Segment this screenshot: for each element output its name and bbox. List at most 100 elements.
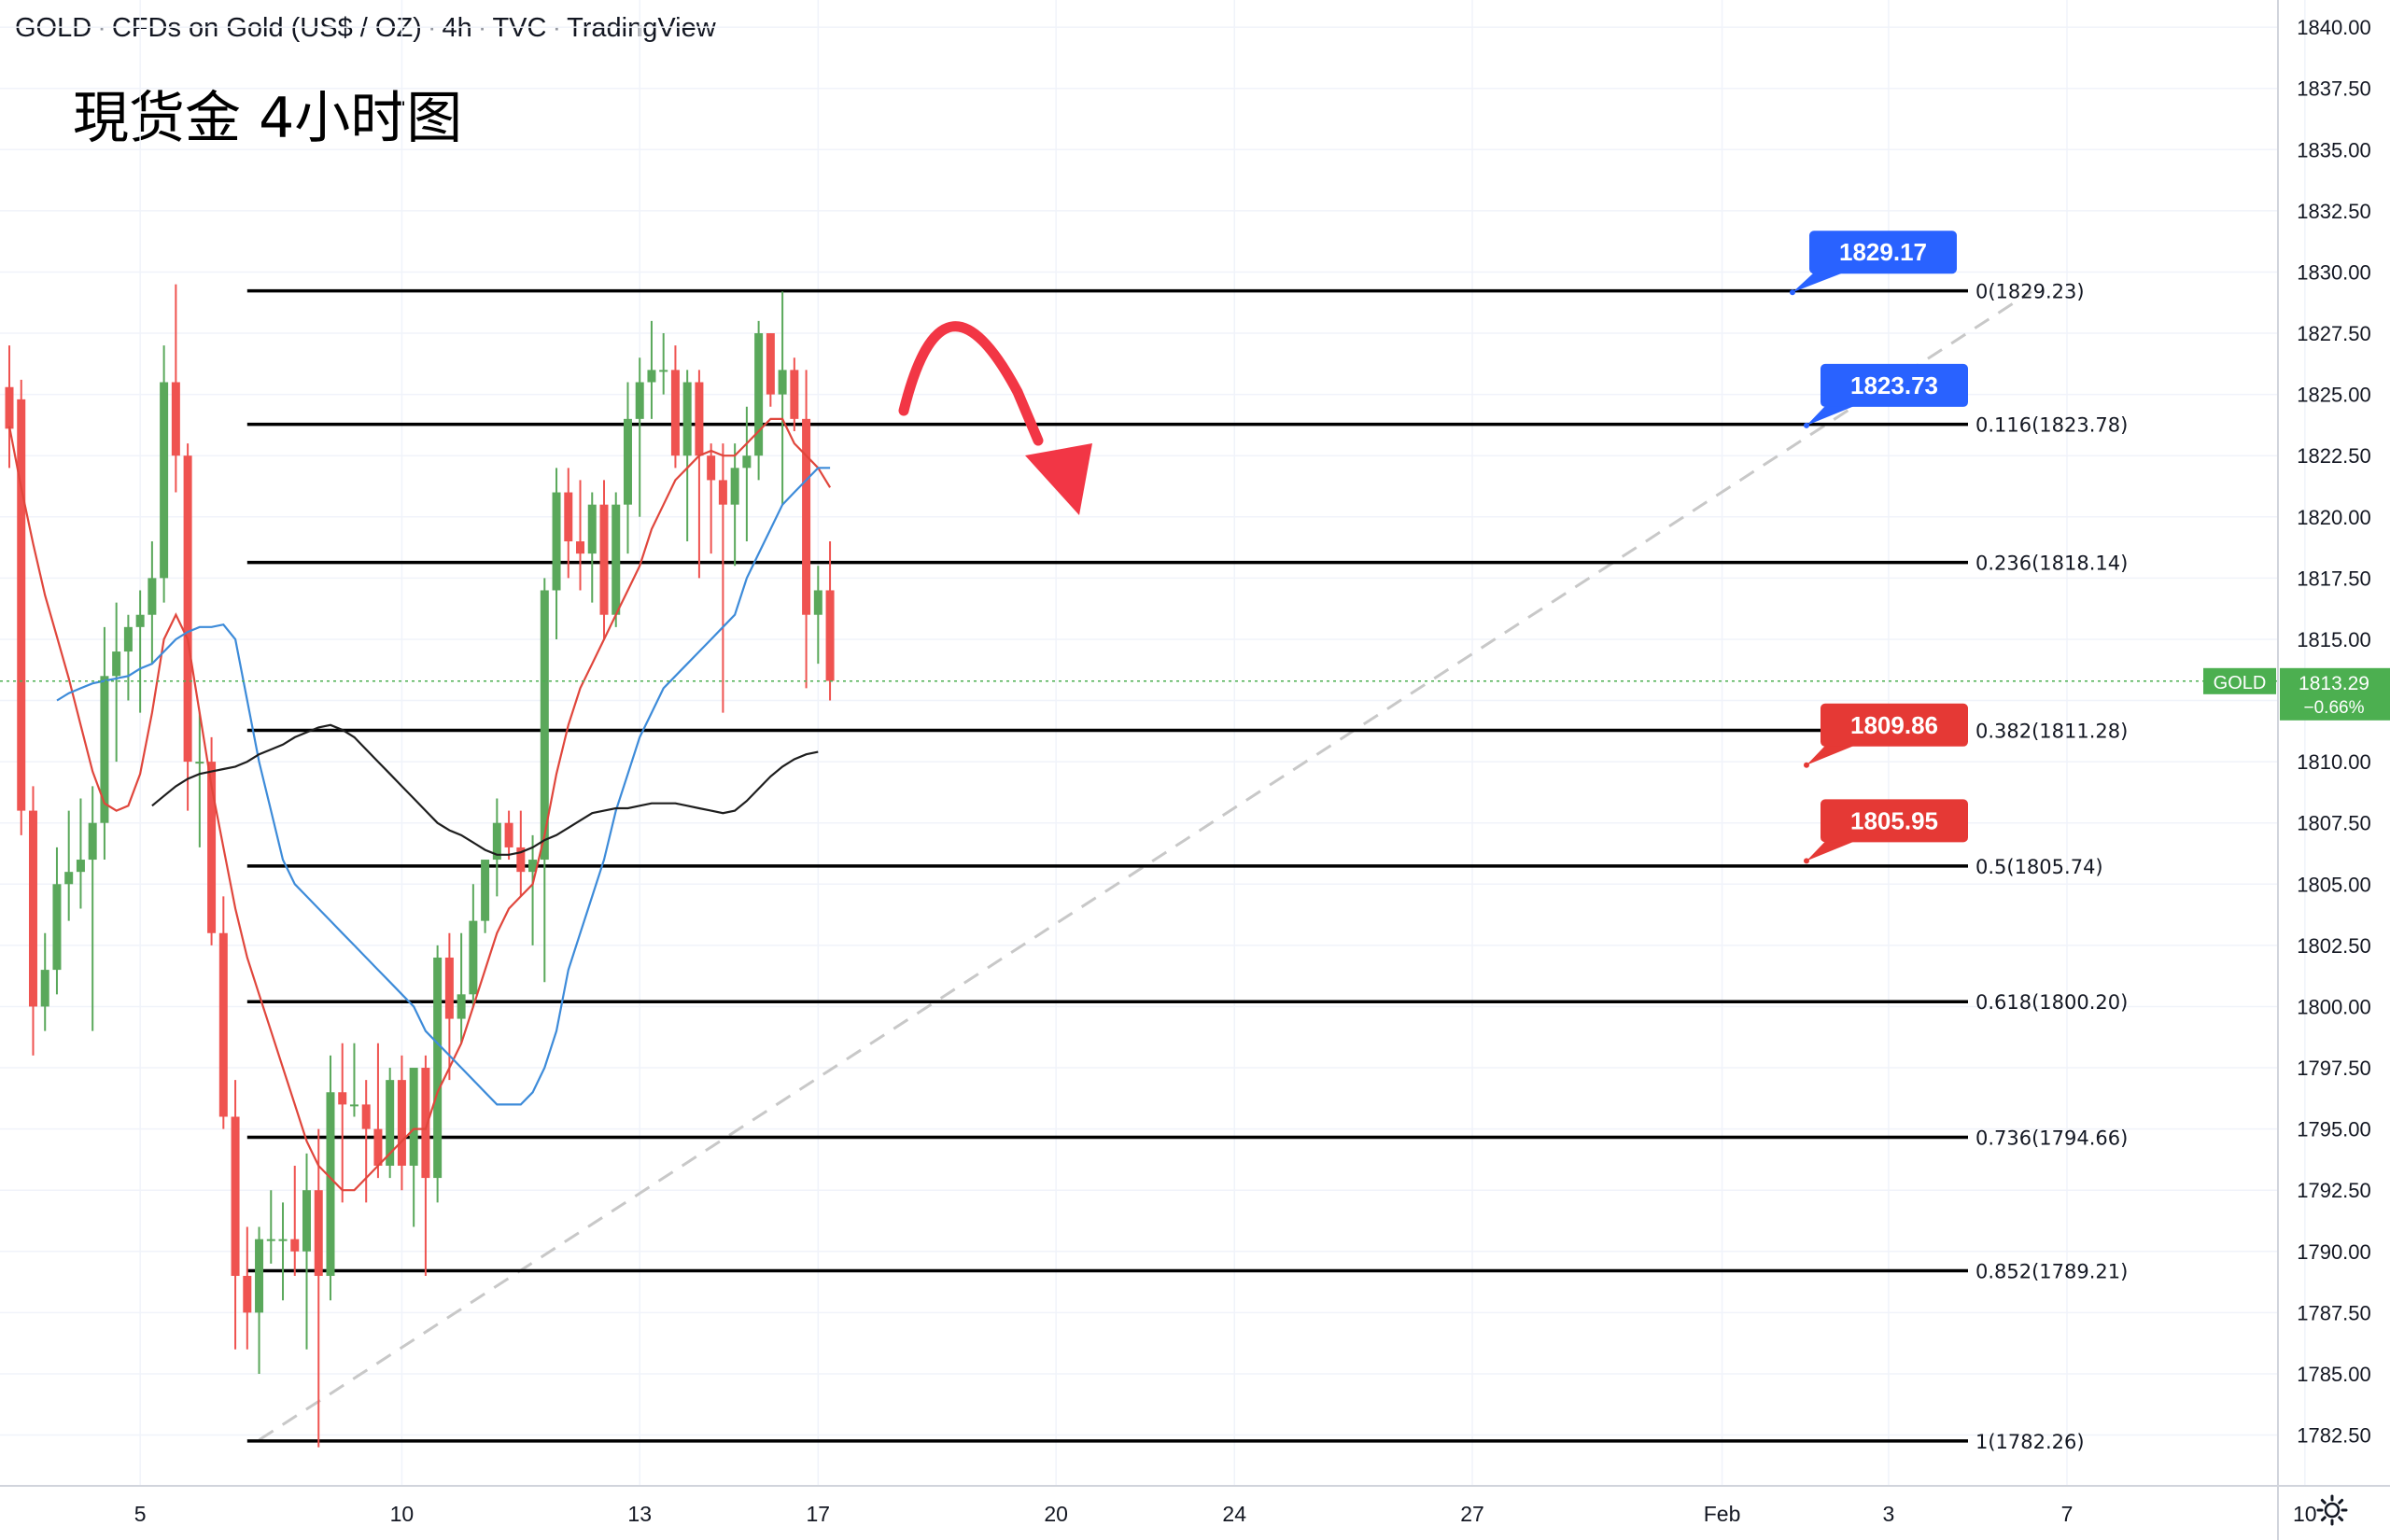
- x-tick-label: 3: [1883, 1502, 1895, 1526]
- y-tick-label: 1800.00: [2297, 995, 2371, 1018]
- fib-level-label: 0(1829.23): [1975, 281, 2085, 303]
- candle-body: [790, 370, 799, 419]
- symbol-badge: [2203, 667, 2276, 694]
- candle-body: [290, 1239, 300, 1252]
- candle-body: [670, 370, 680, 456]
- y-tick-label: 1810.00: [2297, 750, 2371, 774]
- candle-body: [361, 1104, 371, 1129]
- y-tick-label: 1832.50: [2297, 200, 2371, 223]
- callout-price-text: 1823.73: [1850, 371, 1938, 399]
- candle-body: [623, 418, 632, 505]
- price-label-callouts: 1829.17 1823.73 1809.86 1805.95: [1790, 231, 1968, 864]
- candle-body: [123, 626, 133, 652]
- y-tick-label: 1790.00: [2297, 1240, 2371, 1264]
- arrow-head: [1025, 443, 1092, 515]
- candle-body: [112, 651, 121, 677]
- fib-level-label: 0.5(1805.74): [1975, 856, 2103, 878]
- candle-body: [444, 957, 454, 1019]
- candle-body: [266, 1239, 275, 1241]
- x-tick-label: 5: [134, 1502, 147, 1526]
- y-tick-label: 1807.50: [2297, 812, 2371, 835]
- candle-body: [516, 847, 526, 873]
- candle-body: [160, 382, 169, 579]
- symbol-badge-text: GOLD: [2214, 673, 2267, 693]
- candle-body: [171, 382, 180, 456]
- candle-body: [813, 590, 822, 615]
- y-tick-label: 1817.50: [2297, 567, 2371, 590]
- y-tick-label: 1805.00: [2297, 873, 2371, 896]
- price-change-text: −0.66%: [2304, 698, 2365, 718]
- moving-averages: [7, 417, 832, 1192]
- y-tick-label: 1840.00: [2297, 16, 2371, 39]
- callout-box: [1809, 231, 1957, 274]
- time-axis: 5101317202427Feb371014: [0, 1485, 2390, 1526]
- candle-body: [754, 333, 764, 456]
- x-tick-label: 27: [1460, 1502, 1484, 1526]
- interval[interactable]: 4h: [442, 13, 472, 43]
- y-tick-label: 1792.50: [2297, 1179, 2371, 1202]
- candle-body: [373, 1128, 383, 1166]
- candle-body: [17, 399, 26, 811]
- x-tick-label: Feb: [1704, 1502, 1741, 1526]
- settings-gear-icon[interactable]: [2315, 1493, 2349, 1527]
- candle-body: [707, 455, 716, 481]
- candle-body: [433, 957, 443, 1179]
- dashed-trend-line: [258, 290, 2032, 1442]
- header-separator: ·: [427, 13, 437, 43]
- candle-body: [100, 676, 109, 823]
- candle-body: [76, 860, 85, 873]
- candle-body: [766, 333, 775, 395]
- fib-level-label: 0.852(1789.21): [1975, 1261, 2128, 1283]
- candle-body: [183, 455, 192, 763]
- candle-body: [635, 382, 644, 419]
- candle-body: [695, 382, 704, 456]
- x-tick-label: 7: [2061, 1502, 2074, 1526]
- callout-box: [1821, 363, 1968, 407]
- x-tick-label: 24: [1222, 1502, 1246, 1526]
- y-tick-label: 1822.50: [2297, 444, 2371, 468]
- candle-body: [457, 994, 466, 1019]
- candle-body: [730, 468, 739, 505]
- chart-caption: 現货金 4小时图: [73, 86, 463, 151]
- candle-body: [659, 370, 668, 372]
- y-tick-label: 1820.00: [2297, 506, 2371, 529]
- ma-fast-line: [7, 417, 832, 1192]
- callout-price-text: 1829.17: [1839, 238, 1927, 266]
- candle-body: [504, 822, 513, 847]
- header-separator: ·: [552, 13, 562, 43]
- callout-anchor: [1804, 762, 1809, 768]
- y-tick-label: 1837.50: [2297, 77, 2371, 101]
- candle-body: [599, 504, 609, 615]
- callout-pointer: [1807, 402, 1862, 426]
- ma-mid-line: [56, 467, 831, 1106]
- y-tick-label: 1827.50: [2297, 322, 2371, 345]
- x-tick-label: 17: [807, 1502, 831, 1526]
- candle-body: [5, 386, 14, 429]
- y-tick-label: 1795.00: [2297, 1118, 2371, 1141]
- grid-lines: [0, 0, 2306, 1486]
- candle-body: [802, 418, 811, 615]
- candle-body: [218, 932, 228, 1117]
- candle-body: [409, 1068, 418, 1166]
- fib-level-label: 1(1782.26): [1975, 1431, 2085, 1453]
- candle-body: [135, 614, 145, 627]
- candle-body: [397, 1080, 406, 1166]
- header-separator: ·: [97, 13, 106, 43]
- current-price-marker: GOLD 1813.29 −0.66%: [0, 667, 2390, 721]
- price-axis: 1840.00 1837.50 1835.00 1832.50 1830.00 1827.…: [2277, 0, 2371, 1540]
- candle-body: [338, 1092, 347, 1105]
- current-price-text: 1813.29: [2299, 673, 2369, 694]
- candle-body: [28, 810, 37, 1007]
- callout-price-text: 1805.95: [1850, 806, 1938, 834]
- curved-down-arrow: [898, 321, 1044, 446]
- candle-body: [481, 860, 490, 921]
- candle-body: [742, 455, 752, 469]
- callout-anchor: [1804, 422, 1809, 428]
- candle-body: [587, 504, 597, 554]
- callout-anchor: [1790, 289, 1795, 296]
- symbol-name[interactable]: GOLD: [15, 13, 92, 43]
- y-tick-label: 1815.00: [2297, 628, 2371, 651]
- ma-slow-line: [151, 723, 819, 856]
- y-tick-label: 1785.00: [2297, 1363, 2371, 1386]
